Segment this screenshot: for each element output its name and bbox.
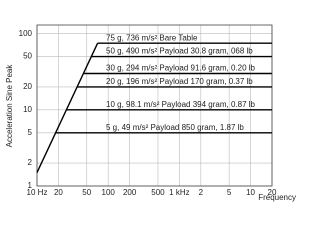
x-tick-label: 20 <box>268 188 277 197</box>
x-tick-label: 10 <box>246 188 255 197</box>
x-tick-label: 10 Hz <box>27 188 48 197</box>
line-label: 30 g, 294 m/s² Payload 91.6 gram, 0.20 l… <box>106 64 256 73</box>
x-tick-label: 200 <box>123 188 137 197</box>
y-tick-label: 20 <box>23 82 32 91</box>
line-label: 10 g, 98.1 m/s² Payload 394 gram, 0.87 l… <box>106 100 256 109</box>
x-tick-label: 5 <box>227 188 232 197</box>
line-label: 5 g, 49 m/s² Payload 850 gram, 1.87 lb <box>106 123 244 132</box>
y-tick-label: 5 <box>28 128 33 137</box>
x-tick-label: 20 <box>54 188 63 197</box>
y-tick-label: 2 <box>28 158 33 167</box>
line-label: 20 g, 196 m/s² Payload 170 gram, 0.37 lb <box>106 77 253 86</box>
line-label: 75 g, 736 m/s² Bare Table <box>106 33 198 42</box>
y-tick-label: 50 <box>23 52 32 61</box>
x-tick-label: 100 <box>102 188 116 197</box>
x-tick-label: 50 <box>82 188 91 197</box>
x-axis-label: Frequency <box>258 193 296 202</box>
y-tick-label: 100 <box>19 29 33 38</box>
series-line <box>36 42 99 173</box>
x-tick-label: 2 <box>199 188 204 197</box>
y-tick-label: 10 <box>23 105 32 114</box>
line-label: 50 g, 490 m/s² Payload 30.8 gram, 068 lb <box>106 47 253 56</box>
plot-frame <box>36 24 273 187</box>
y-tick-label: 1 <box>28 181 33 190</box>
chart: Acceleration Sine Peak Frequency 10 Hz 20… <box>5 24 296 202</box>
x-tick-label: 1 kHz <box>169 188 189 197</box>
y-axis-label: Acceleration Sine Peak <box>5 64 14 148</box>
x-tick-label: 500 <box>151 188 165 197</box>
